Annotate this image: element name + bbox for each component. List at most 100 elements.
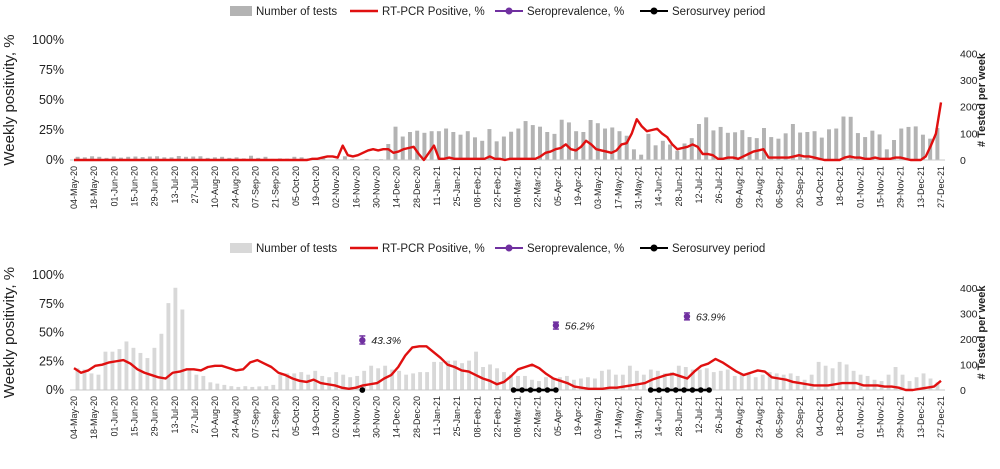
legend-label-pcr: RT-PCR Positive, % <box>382 243 485 255</box>
y2-axis-label: # Tested per week <box>976 52 988 147</box>
bar-tests <box>397 370 402 390</box>
x-tick-label: 22-Mar-21 <box>533 166 543 208</box>
x-tick-label: 05-Apr-21 <box>553 396 563 436</box>
bar-tests <box>689 138 694 160</box>
bar-tests <box>739 374 744 390</box>
x-tick-label: 03-May-21 <box>593 166 603 209</box>
bar-tests <box>551 378 555 390</box>
bar-tests <box>407 132 412 160</box>
legend-marker-period <box>650 7 658 15</box>
bar-tests <box>809 374 814 390</box>
bar-tests <box>169 157 174 160</box>
bar-tests <box>509 374 513 390</box>
bar-tests <box>725 132 730 160</box>
y-axis-label: Weekly positivity, % <box>1 267 18 398</box>
bar-tests <box>249 155 253 160</box>
x-tick-label: 07-Sep-20 <box>250 166 260 208</box>
bar-tests <box>147 156 152 160</box>
bar-tests <box>453 360 457 390</box>
bar-tests <box>411 373 416 390</box>
y-tick-label: 100% <box>32 33 64 47</box>
x-tick-label: 14-Dec-20 <box>392 166 402 208</box>
legend-label-sero: Seroprevalence, % <box>527 243 624 255</box>
x-tick-label: 25-Jan-21 <box>452 166 462 207</box>
bar-tests <box>711 372 716 390</box>
bar-tests <box>530 379 534 390</box>
y2-tick-label: 300 <box>960 75 978 87</box>
x-tick-label: 27-Jul-20 <box>190 166 200 204</box>
bar-tests <box>865 375 870 390</box>
x-tick-label: 26-Jul-21 <box>714 166 724 204</box>
bar-tests <box>863 137 868 160</box>
bar-tests <box>588 120 593 160</box>
bar-tests <box>858 374 863 390</box>
bar-tests <box>495 368 499 390</box>
x-tick-label: 04-May-20 <box>69 166 79 209</box>
bar-tests <box>299 157 304 160</box>
bar-tests <box>762 128 766 160</box>
bar-tests <box>711 130 716 160</box>
bar-tests <box>913 126 918 160</box>
bar-tests <box>250 386 255 390</box>
bar-tests <box>404 374 409 390</box>
chart-bottom: Number of tests RT-PCR Positive, % Seropre… <box>1 243 988 439</box>
bar-tests <box>215 383 220 390</box>
bar-tests <box>653 145 658 160</box>
bar-tests <box>704 117 709 160</box>
bar-tests <box>355 375 360 390</box>
bar-tests <box>675 150 680 160</box>
legend-label-tests: Number of tests <box>256 243 337 255</box>
bar-tests <box>907 381 912 390</box>
bar-tests <box>634 370 639 390</box>
bar-tests <box>257 386 262 390</box>
bar-tests <box>418 372 423 390</box>
x-tick-label: 04-Oct-21 <box>815 396 825 436</box>
bar-tests <box>140 157 145 160</box>
legend-swatch-tests <box>230 243 252 253</box>
bar-tests <box>439 361 443 390</box>
bar-tests <box>725 369 730 390</box>
bar-tests <box>892 140 897 160</box>
bar-tests <box>191 156 196 160</box>
x-tick-label: 22-Feb-21 <box>492 396 502 438</box>
x-tick-label: 05-Apr-21 <box>553 166 563 206</box>
serosurvey-period-marker <box>519 387 525 393</box>
bar-tests <box>509 131 514 160</box>
bar-tests <box>444 128 449 160</box>
bar-tests <box>90 156 95 160</box>
bar-tests <box>516 375 520 390</box>
x-tick-label: 12-Jul-21 <box>694 396 704 434</box>
bar-tests <box>432 361 437 390</box>
bar-tests <box>465 131 470 160</box>
legend-label-period: Serosurvey period <box>672 6 765 18</box>
bar-tests <box>176 156 181 160</box>
bar-tests <box>369 365 374 390</box>
x-tick-label: 09-Aug-21 <box>734 166 744 208</box>
legend: Number of tests RT-PCR Positive, % Seropre… <box>230 6 765 18</box>
bar-tests <box>827 129 831 160</box>
bar-tests <box>606 369 611 390</box>
bar-tests <box>690 369 695 390</box>
x-tick-label: 09-Aug-21 <box>734 396 744 438</box>
serosurvey-period-marker <box>536 387 542 393</box>
bar-tests <box>501 136 506 160</box>
x-tick-label: 17-May-21 <box>613 396 623 439</box>
bar-tests <box>906 126 911 160</box>
bar-tests <box>837 361 842 390</box>
bar-tests <box>425 372 430 390</box>
bar-tests <box>841 116 846 160</box>
y2-tick-label: 200 <box>960 102 978 114</box>
x-tick-label: 22-Mar-21 <box>533 396 543 438</box>
bar-tests <box>208 382 213 390</box>
bar-tests <box>222 384 227 390</box>
x-tick-label: 25-Jan-21 <box>452 396 462 437</box>
y-tick-label: 50% <box>39 326 64 340</box>
bar-tests <box>321 158 326 160</box>
bar-tests <box>877 134 882 160</box>
x-tick-label: 26-Jul-21 <box>714 396 724 434</box>
x-tick-label: 01-Nov-21 <box>855 396 865 438</box>
bar-tests <box>436 131 441 160</box>
bar-tests <box>798 132 803 160</box>
bar-tests <box>386 144 391 160</box>
